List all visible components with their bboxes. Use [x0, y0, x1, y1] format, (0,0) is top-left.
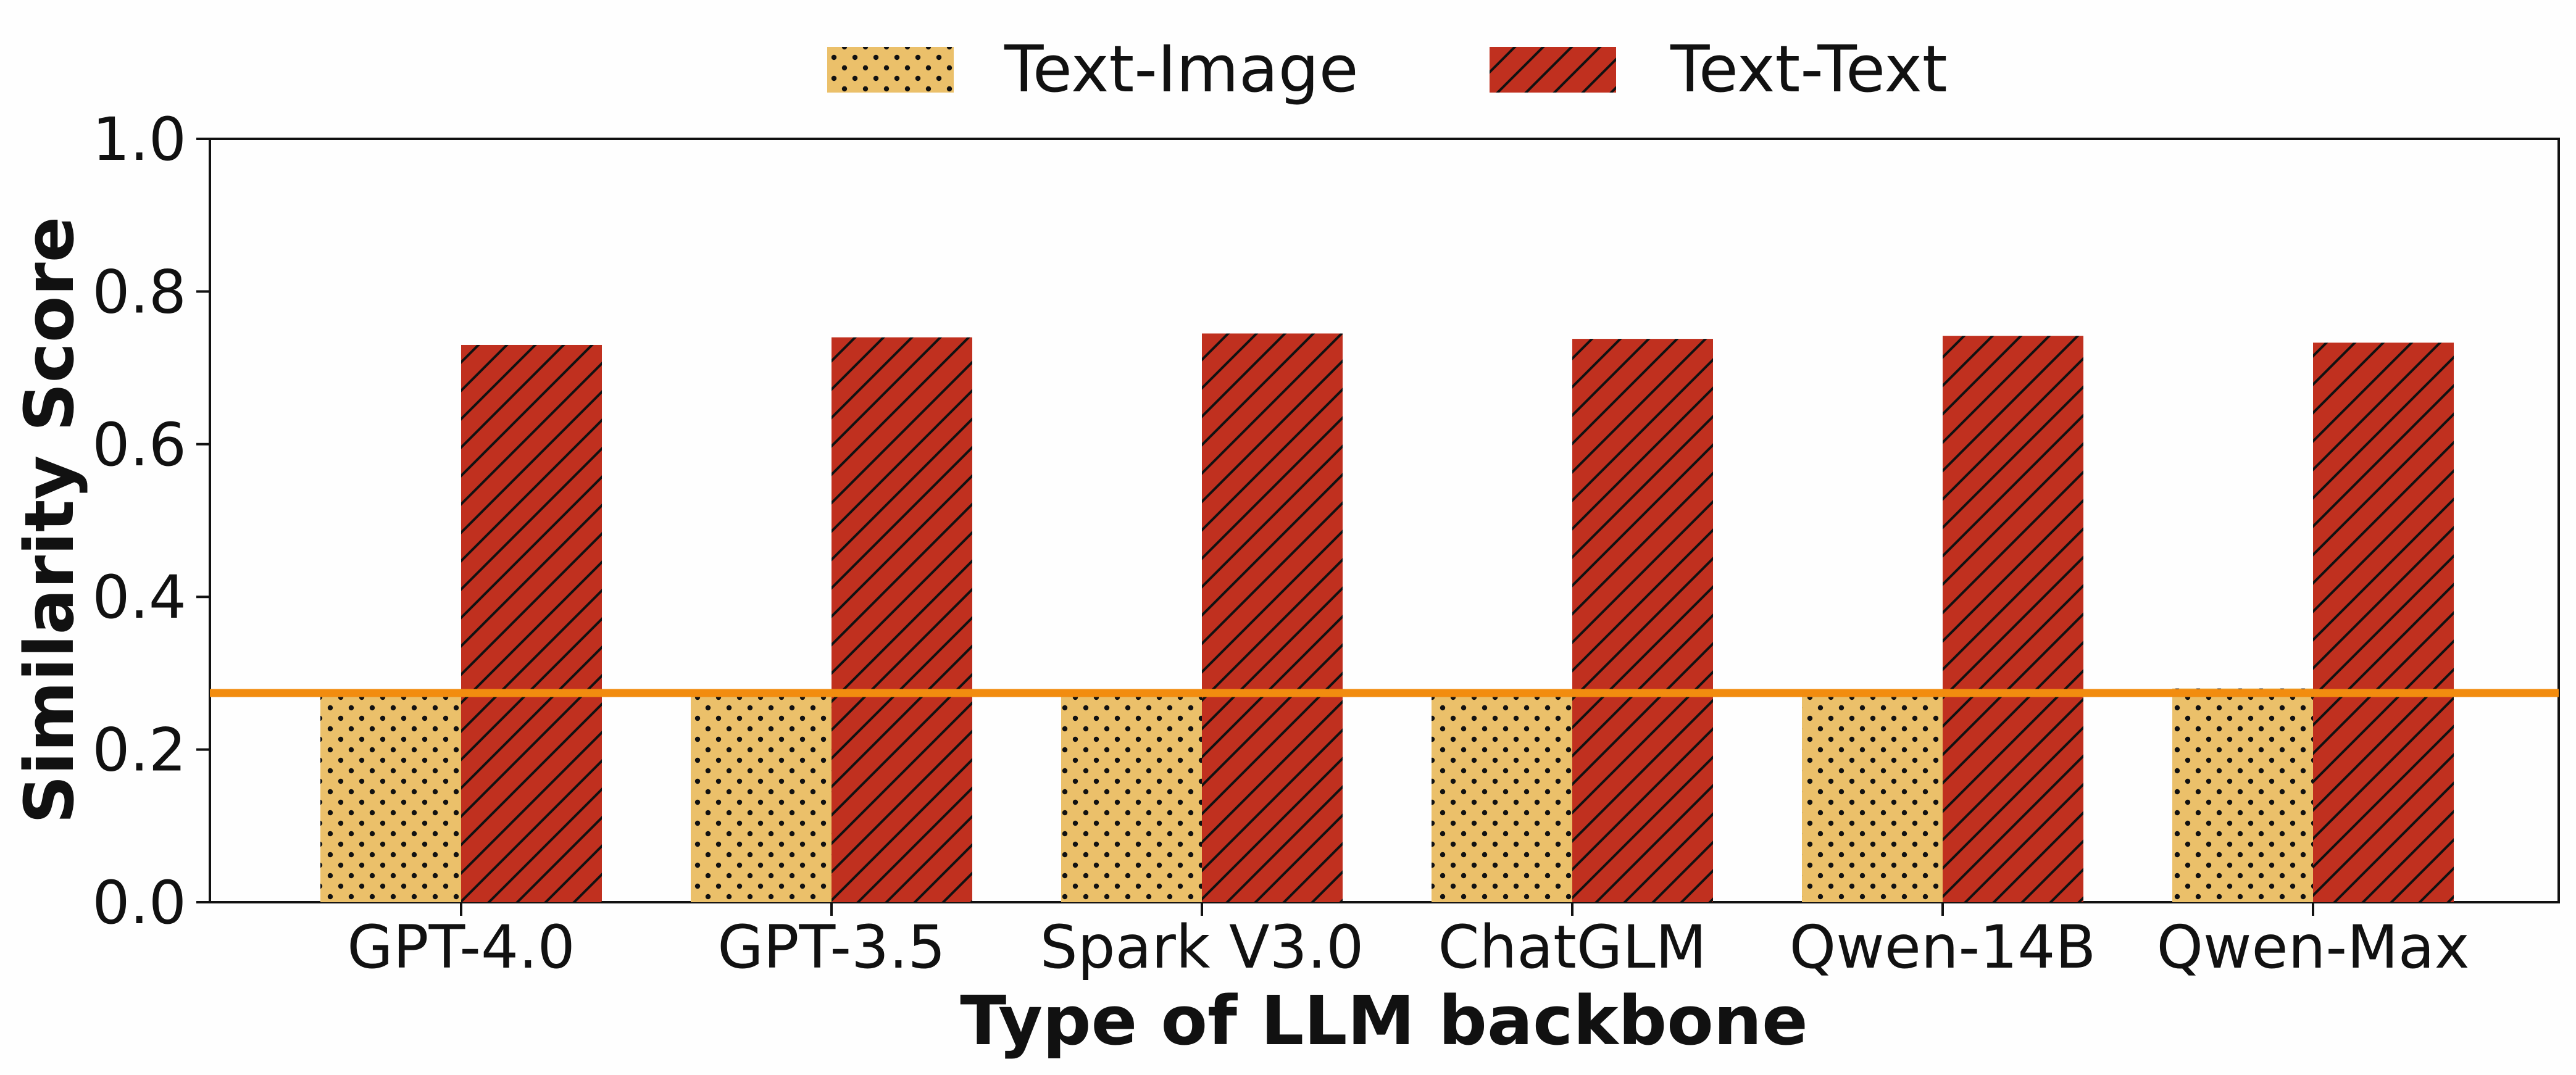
x-tick-label: GPT-4.0 [347, 913, 575, 982]
bar-text-text-spark-v3-0 [1202, 333, 1343, 902]
x-axis-title: Type of LLM backbone [960, 981, 1808, 1060]
x-axis-ticks: GPT-4.0 GPT-3.5 Spark V3.0 ChatGLM Qwen-14B Q… [347, 902, 2470, 982]
legend-swatch-text-image [827, 47, 954, 93]
x-tick-label: GPT-3.5 [717, 913, 945, 982]
x-tick-label: Qwen-Max [2156, 913, 2469, 982]
legend: Text-Image Text-Text [827, 31, 1948, 107]
bar-text-text-qwen-14b [1943, 336, 2083, 902]
y-axis-title: Similarity Score [10, 217, 89, 824]
bar-text-image-qwen-max [2172, 688, 2313, 902]
bar-text-text-gpt-4-0 [461, 344, 602, 902]
bar-text-text-gpt-3-5 [832, 337, 972, 902]
plot-area [209, 138, 2560, 903]
y-tick-label: 0.6 [92, 410, 186, 479]
y-tick-label: 0.2 [92, 716, 186, 785]
x-tick-label: Qwen-14B [1790, 913, 2096, 982]
x-tick-label: ChatGLM [1438, 913, 1706, 982]
legend-label-text-text: Text-Text [1670, 31, 1948, 107]
y-tick-label: 0.0 [92, 868, 186, 937]
bar-text-text-chatglm [1572, 339, 1713, 902]
y-tick-label: 0.4 [92, 563, 186, 632]
bar-text-image-gpt-4-0 [320, 696, 461, 902]
bar-text-image-spark-v3-0 [1061, 696, 1202, 902]
bar-text-image-gpt-3-5 [691, 696, 832, 902]
y-tick-label: 1.0 [92, 105, 186, 174]
y-axis-ticks: 0.0 0.2 0.4 0.6 0.8 1.0 [92, 105, 210, 937]
legend-label-text-image: Text-Image [1004, 31, 1359, 107]
legend-swatch-text-text [1490, 47, 1616, 93]
bars-layer [320, 333, 2454, 902]
bar-text-text-qwen-max [2313, 342, 2454, 902]
bar-text-image-qwen-14b [1802, 696, 1943, 902]
bar-text-image-chatglm [1432, 696, 1572, 902]
y-tick-label: 0.8 [92, 257, 186, 326]
x-tick-label: Spark V3.0 [1040, 913, 1364, 982]
